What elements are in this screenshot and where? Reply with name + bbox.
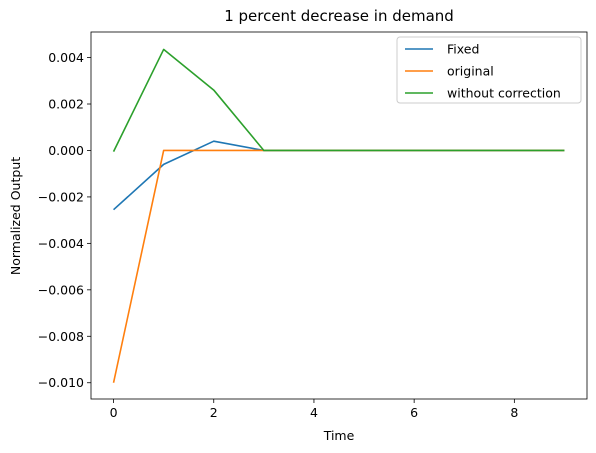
x-axis-label: Time (323, 428, 355, 443)
y-axis-ticks: 0.004 0.002 0.000 −0.002 −0.004 −0.006 −0.008 −… (38, 50, 91, 390)
y-tick-label: −0.004 (38, 236, 84, 251)
plot-lines (112, 48, 565, 383)
legend-entry-label: Fixed (447, 42, 479, 57)
legend-frame (396, 36, 582, 104)
y-tick-label: −0.006 (38, 282, 84, 297)
y-tick-label: −0.010 (38, 375, 84, 390)
y-tick-label: −0.008 (38, 329, 84, 344)
x-axis-ticks: 0 2 4 6 8 (110, 399, 518, 420)
series-line-0 (113, 140, 565, 211)
x-tick-label: 0 (110, 405, 118, 420)
x-tick-label: 6 (410, 405, 418, 420)
y-tick-label: −0.002 (38, 189, 84, 204)
y-axis-label: Normalized Output (8, 157, 23, 275)
plot-frame (90, 31, 588, 400)
series-line-2 (112, 48, 565, 152)
legend: Fixed original without correction (396, 36, 582, 104)
legend-entry-label: without correction (447, 86, 561, 101)
y-tick-label: 0.002 (48, 97, 84, 112)
x-tick-label: 8 (510, 405, 518, 420)
y-tick-label: 0.000 (48, 143, 84, 158)
y-tick-label: 0.004 (48, 50, 84, 65)
legend-entry-label: original (447, 64, 494, 79)
series-line-1 (112, 149, 565, 383)
chart-title: 1 percent decrease in demand (224, 7, 454, 25)
x-tick-label: 4 (310, 405, 318, 420)
x-tick-label: 2 (210, 405, 218, 420)
